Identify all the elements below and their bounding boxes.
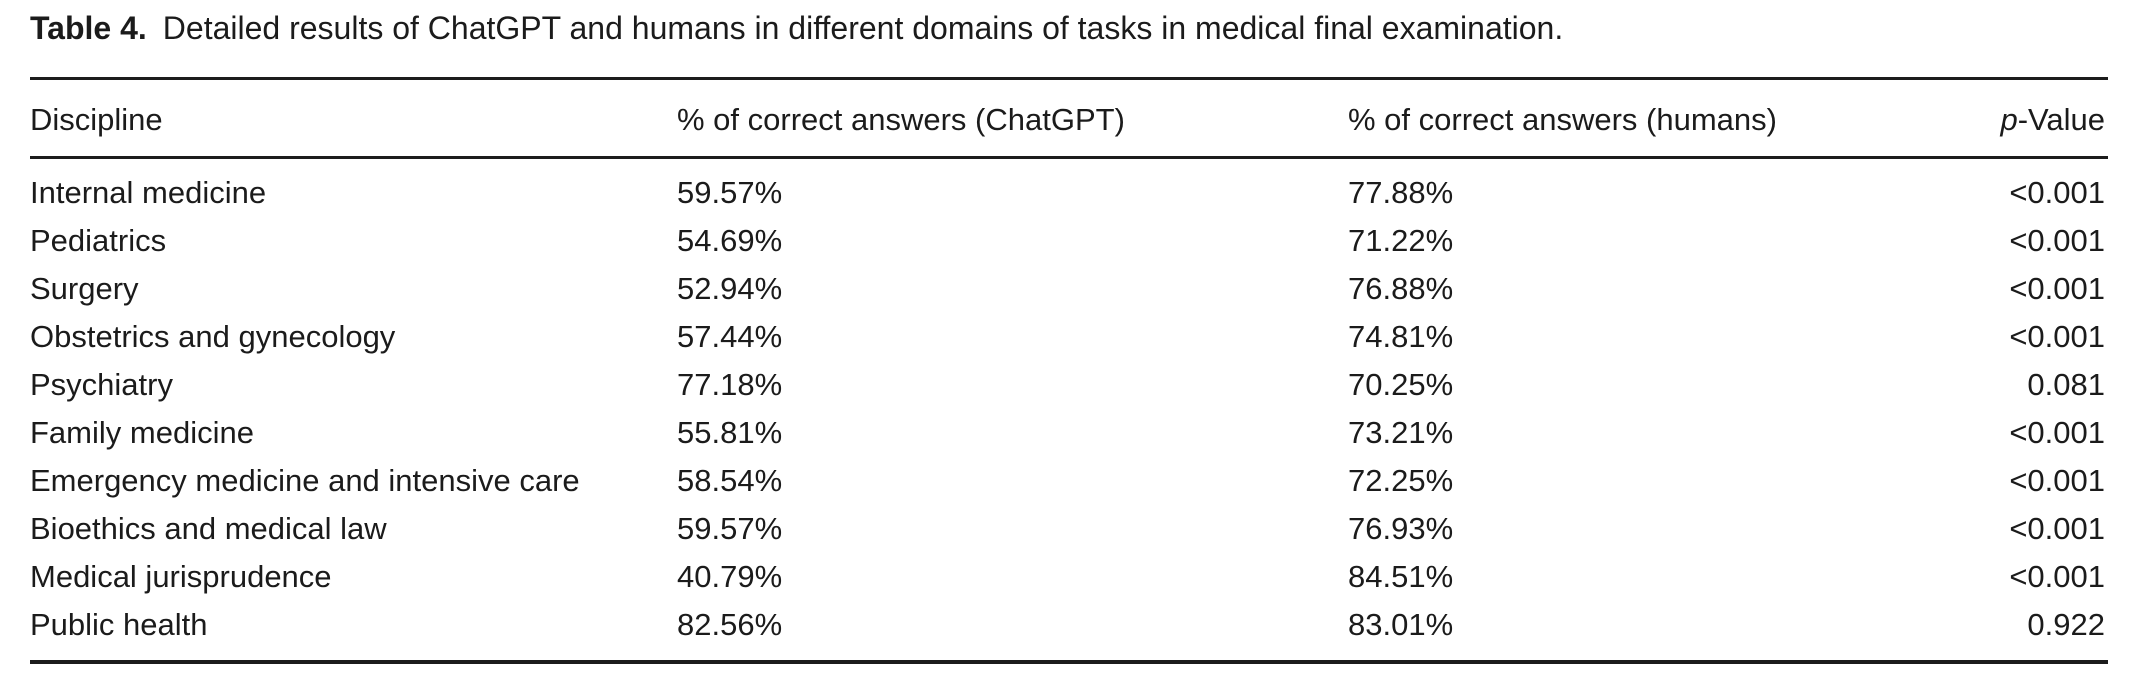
discipline-cell: Medical jurisprudence [30,559,332,594]
discipline-cell: Obstetrics and gynecology [30,319,396,354]
discipline-cell: Psychiatry [30,367,173,402]
p-value-suffix: -Value [2017,102,2105,137]
humans-score-cell: 73.21% [1348,415,1454,450]
results-table: Discipline % of correct answers (ChatGPT… [30,77,2108,664]
discipline-cell: Surgery [30,271,139,306]
p-value-cell: 0.922 [2027,607,2105,642]
humans-score-cell: 72.25% [1348,463,1454,498]
humans-score-cell: 83.01% [1348,607,1454,642]
p-value-cell: <0.001 [2009,559,2105,594]
table-body: Internal medicine 59.57% 77.88% <0.001 P… [30,158,2108,663]
discipline-cell: Internal medicine [30,175,267,210]
table-row: Obstetrics and gynecology 57.44% 74.81% … [30,313,2108,361]
table-row: Surgery 52.94% 76.88% <0.001 [30,265,2108,313]
table-row: Pediatrics 54.69% 71.22% <0.001 [30,217,2108,265]
table-row: Emergency medicine and intensive care 58… [30,457,2108,505]
p-value-cell: 0.081 [2027,367,2105,402]
table-caption: Table 4. Detailed results of ChatGPT and … [30,8,2108,48]
chatgpt-score-cell: 59.57% [677,511,783,546]
p-italic: p [2000,102,2018,137]
humans-score-cell: 70.25% [1348,367,1454,402]
chatgpt-score-cell: 52.94% [677,271,783,306]
p-value-cell: <0.001 [2009,271,2105,306]
humans-score-cell: 76.93% [1348,511,1454,546]
chatgpt-score-cell: 59.57% [677,175,783,210]
table-row: Public health 82.56% 83.01% 0.922 [30,601,2108,662]
chatgpt-score-cell: 58.54% [677,463,783,498]
p-value-cell: <0.001 [2009,511,2105,546]
table-row: Bioethics and medical law 59.57% 76.93% … [30,505,2108,553]
table-header-row: Discipline % of correct answers (ChatGPT… [30,78,2108,159]
p-value-cell: <0.001 [2009,319,2105,354]
discipline-cell: Family medicine [30,415,254,450]
humans-score-cell: 76.88% [1348,271,1454,306]
p-value-cell: <0.001 [2009,175,2105,210]
humans-score-cell: 74.81% [1348,319,1454,354]
table-row: Psychiatry 77.18% 70.25% 0.081 [30,361,2108,409]
column-header-pvalue: p-Value [1900,78,2108,159]
humans-score-cell: 71.22% [1348,223,1454,258]
table-row: Family medicine 55.81% 73.21% <0.001 [30,409,2108,457]
chatgpt-score-cell: 54.69% [677,223,783,258]
p-value-cell: <0.001 [2009,463,2105,498]
discipline-cell: Emergency medicine and intensive care [30,463,580,498]
chatgpt-score-cell: 82.56% [677,607,783,642]
p-value-cell: <0.001 [2009,415,2105,450]
column-header-chatgpt: % of correct answers (ChatGPT) [677,78,1348,159]
discipline-cell: Public health [30,607,208,642]
discipline-cell: Pediatrics [30,223,167,258]
table-row: Internal medicine 59.57% 77.88% <0.001 [30,158,2108,218]
chatgpt-score-cell: 77.18% [677,367,783,402]
table-caption-text: Detailed results of ChatGPT and humans i… [162,10,1564,46]
column-header-discipline: Discipline [30,78,677,159]
table-caption-label: Table 4. [30,10,147,46]
chatgpt-score-cell: 55.81% [677,415,783,450]
chatgpt-score-cell: 57.44% [677,319,783,354]
column-header-humans: % of correct answers (humans) [1348,78,1900,159]
discipline-cell: Bioethics and medical law [30,511,387,546]
humans-score-cell: 84.51% [1348,559,1454,594]
table-row: Medical jurisprudence 40.79% 84.51% <0.0… [30,553,2108,601]
chatgpt-score-cell: 40.79% [677,559,783,594]
humans-score-cell: 77.88% [1348,175,1454,210]
p-value-cell: <0.001 [2009,223,2105,258]
